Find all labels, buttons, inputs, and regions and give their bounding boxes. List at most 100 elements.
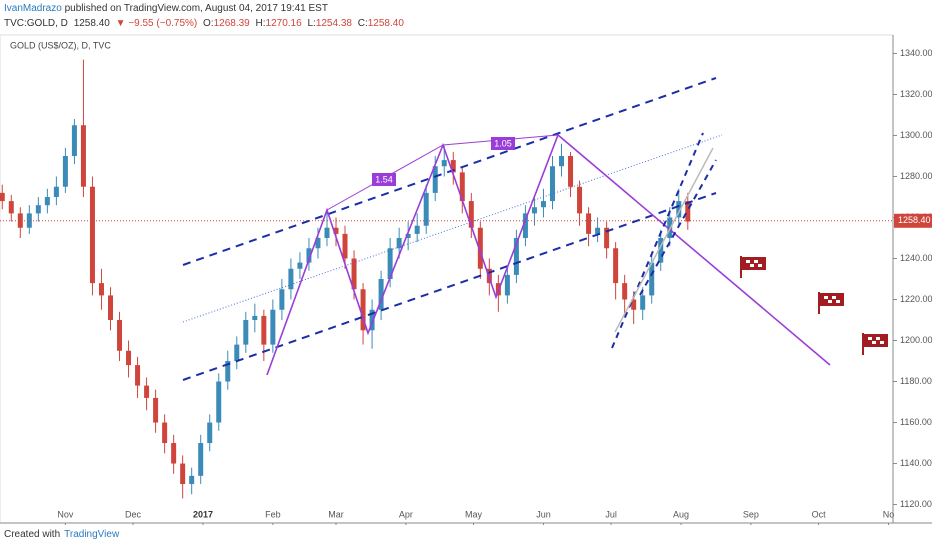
- candle-body: [89, 186, 95, 284]
- x-tick-label: Mar: [328, 509, 344, 519]
- published: published on TradingView.com, August 04,…: [64, 3, 328, 14]
- y-tick-label: 1280.00: [900, 171, 932, 181]
- candle-body: [351, 258, 357, 290]
- candle-body: [387, 248, 393, 279]
- candle-body: [162, 422, 168, 444]
- candle-body: [369, 309, 375, 331]
- channel-upper: [182, 77, 717, 266]
- candle-body: [243, 320, 249, 345]
- y-tick-label: 1140.00: [900, 458, 932, 468]
- candle-body: [297, 262, 303, 269]
- x-tick-label: Aug: [673, 509, 689, 519]
- y-tick-label: 1340.00: [900, 48, 932, 58]
- channel-mid: [182, 134, 723, 323]
- candle-body: [658, 237, 664, 263]
- annotation-box: [491, 137, 515, 150]
- x-tick-label: Jul: [605, 509, 617, 519]
- plot-frame: [0, 34, 894, 524]
- c-label: C:: [357, 18, 368, 29]
- x-tick-label: Apr: [399, 509, 413, 519]
- small-channel-b: [639, 159, 717, 296]
- x-tick-label: Sep: [743, 509, 759, 519]
- candle-body: [577, 186, 583, 214]
- candle-body: [144, 385, 150, 398]
- annotation: 1.05: [494, 138, 512, 148]
- candle-body: [640, 295, 646, 310]
- symbol: TVC:GOLD, D: [4, 18, 68, 29]
- candle-body: [117, 320, 123, 351]
- o: 1268.39: [213, 18, 250, 29]
- change: −9.55 (−0.75%): [128, 18, 198, 29]
- l: 1254.38: [315, 18, 352, 29]
- candle-body: [288, 268, 294, 290]
- candle-body: [153, 397, 159, 423]
- annotation-box: [372, 173, 396, 186]
- candle-body: [531, 207, 537, 214]
- footer-brand[interactable]: TradingView: [64, 529, 120, 540]
- candle-body: [252, 315, 258, 321]
- y-tick-label: 1320.00: [900, 89, 932, 99]
- footer: Created with TradingView: [4, 529, 119, 540]
- last-price-box: [894, 213, 932, 228]
- candle-body: [225, 361, 231, 382]
- candle-body: [333, 227, 339, 234]
- x-tick-label: 2017: [193, 509, 213, 519]
- flags: [740, 256, 888, 355]
- y-tick-label: 1200.00: [900, 335, 932, 345]
- candle-body: [649, 262, 655, 296]
- candle-body: [450, 160, 456, 173]
- top-connector: [326, 134, 559, 211]
- x-tick-label: Feb: [265, 509, 281, 519]
- candle-body: [234, 344, 240, 362]
- candle-body: [98, 283, 104, 296]
- candle-body: [189, 475, 195, 485]
- candle-body: [595, 227, 601, 234]
- candle-body: [53, 186, 59, 197]
- candle-body: [378, 279, 384, 310]
- h: 1270.16: [265, 18, 302, 29]
- chart: GOLD (US$/OZ), D, TVC 1.54 1.05 1120.00 1…: [0, 34, 932, 525]
- candle-body: [423, 192, 429, 226]
- y-tick-label: 1120.00: [900, 499, 932, 509]
- candle-body: [549, 166, 555, 202]
- candle-body: [324, 227, 330, 238]
- candle-body: [315, 237, 321, 249]
- y-tick-label: 1180.00: [900, 376, 932, 386]
- channel-lower: [182, 192, 717, 381]
- x-tick-label: Dec: [125, 509, 142, 519]
- last-price-label: 1258.40: [898, 215, 931, 225]
- candle-body: [216, 381, 222, 423]
- candle-body: [513, 237, 519, 275]
- candle-body: [622, 283, 628, 300]
- candle-body: [685, 201, 691, 222]
- candle-body: [44, 196, 50, 206]
- l-label: L:: [307, 18, 316, 29]
- candle-body: [468, 201, 474, 228]
- x-tick-label: Nov: [57, 509, 74, 519]
- x-tick-label: Jun: [536, 509, 551, 519]
- candle-body: [477, 227, 483, 269]
- y-tick-label: 1300.00: [900, 130, 932, 140]
- y-tick-label: 1220.00: [900, 294, 932, 304]
- candle-body: [0, 192, 5, 202]
- candle-body: [676, 201, 682, 218]
- candle-body: [270, 309, 276, 345]
- candle-body: [35, 205, 41, 214]
- candle-body: [135, 365, 141, 386]
- candle-body: [71, 125, 77, 156]
- annotation: 1.54: [375, 174, 393, 184]
- candle-body: [107, 295, 113, 321]
- candle-body: [568, 155, 574, 187]
- candle-body: [80, 125, 86, 187]
- price: 1258.40: [73, 18, 110, 29]
- candle-body: [604, 227, 610, 249]
- y-tick-label: 1240.00: [900, 253, 932, 263]
- candle-body: [342, 233, 348, 259]
- candle-body: [522, 213, 528, 238]
- author[interactable]: IvanMadrazo: [4, 3, 62, 14]
- candle-body: [306, 248, 312, 263]
- candle-body: [171, 443, 177, 464]
- candle-body: [207, 422, 213, 444]
- candle-body: [504, 274, 510, 296]
